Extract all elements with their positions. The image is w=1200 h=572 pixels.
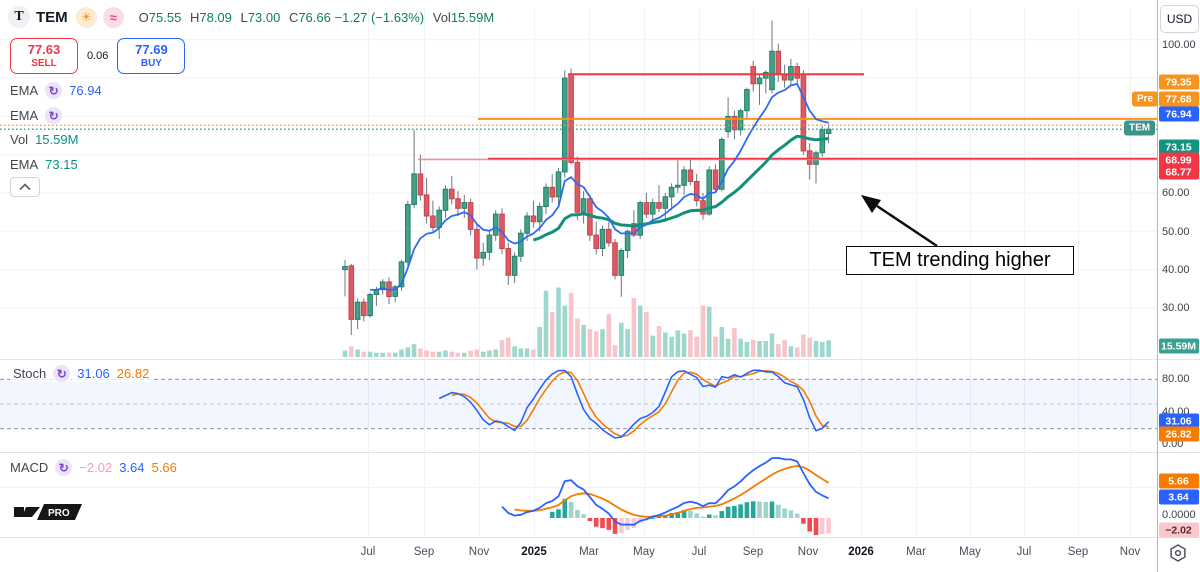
low-label: L (240, 9, 248, 25)
time-axis-label: Mar (906, 546, 926, 558)
price-badge: 79.35 (1158, 74, 1199, 90)
annotation-text-box[interactable]: TEM trending higher (846, 246, 1074, 275)
time-axis-label: Nov (1119, 546, 1141, 558)
buy-label: BUY (140, 57, 162, 69)
macd-signal-value: 5.66 (151, 460, 177, 475)
time-axis-label: Sep (742, 546, 764, 558)
time-axis-label: 2025 (521, 546, 547, 558)
price-badge: 68.77 (1158, 164, 1199, 180)
legend-macd[interactable]: MACD ↻ −2.02 3.64 5.66 (10, 459, 177, 476)
price-badge: 26.82 (1158, 426, 1199, 442)
time-axis-label: Mar (579, 546, 599, 558)
ema2-label: EMA (10, 108, 39, 123)
symbol-logo[interactable]: T (8, 6, 30, 28)
price-badge: 77.68 (1158, 91, 1199, 107)
sell-price: 77.63 (27, 42, 61, 58)
loading-refresh-icon: ↻ (45, 82, 63, 99)
price-badge: 3.64 (1158, 489, 1199, 505)
price-badge: 73.15 (1158, 139, 1199, 155)
price-axis-label: 80.00 (1162, 373, 1190, 385)
price-badge: 15.59M (1158, 338, 1199, 354)
macd-hist-value: −2.02 (79, 460, 113, 475)
loading-refresh-icon: ↻ (55, 459, 73, 476)
chevron-up-icon (19, 183, 31, 191)
legend-ema-2[interactable]: EMA ↻ (10, 107, 63, 124)
price-axis-label: 0.0000 (1162, 509, 1196, 521)
change-value: −1.27 (−1.63%) (334, 9, 425, 25)
legend-volume[interactable]: Vol 15.59M (10, 132, 78, 147)
buy-button[interactable]: 77.69 BUY (117, 38, 186, 74)
pro-badge: PRO (48, 508, 70, 519)
price-axis-label: 30.00 (1162, 302, 1190, 314)
time-axis-label: May (959, 546, 981, 558)
ema-fast-value: 76.94 (69, 83, 102, 98)
loading-refresh-icon: ↻ (45, 107, 63, 124)
stoch-d-value: 26.82 (116, 366, 150, 381)
open-label: O (138, 9, 149, 25)
time-axis-label: Jul (360, 546, 376, 558)
legend-ema-fast[interactable]: EMA ↻ 76.94 (10, 82, 102, 99)
premarket-tag: Pre (1132, 91, 1159, 107)
time-axis-label: Sep (413, 546, 435, 558)
time-axis-label: Nov (797, 546, 819, 558)
gear-icon (1170, 544, 1186, 562)
high-label: H (189, 9, 200, 25)
close-label: C (288, 9, 299, 25)
macd-line-value: 3.64 (119, 460, 145, 475)
buy-price: 77.69 (135, 42, 168, 58)
collapse-legend-button[interactable] (10, 177, 40, 197)
volume-label: Vol (432, 9, 451, 25)
price-axis-label: 60.00 (1162, 187, 1190, 199)
open-value: 75.55 (148, 9, 182, 25)
symbol-price-tag: TEM (1124, 120, 1156, 136)
order-panel: 77.63 SELL 0.06 77.69 BUY (10, 38, 186, 74)
ema-fast-label: EMA (10, 83, 39, 98)
stoch-k-value: 31.06 (77, 366, 110, 381)
spread-value: 0.06 (87, 50, 109, 62)
time-axis-label: 2026 (848, 546, 874, 558)
stoch-label: Stoch (13, 366, 47, 381)
price-badge: 5.66 (1158, 473, 1199, 489)
vol-value: 15.59M (35, 132, 79, 147)
high-value: 78.09 (199, 9, 232, 25)
close-value: 76.66 (298, 9, 331, 25)
premarket-sun-icon: ☀ (75, 6, 97, 28)
sell-button[interactable]: 77.63 SELL (10, 38, 78, 74)
symbol-header: T TEM ☀ ≈ O75.55 H78.09 L73.00 C76.66 −1… (8, 6, 494, 28)
time-axis-label: Sep (1067, 546, 1089, 558)
macd-label: MACD (10, 460, 49, 475)
ohlc-readout: O75.55 H78.09 L73.00 C76.66 −1.27 (−1.63… (134, 10, 495, 25)
legend-ema-slow[interactable]: EMA 73.15 (10, 157, 78, 172)
ema-slow-value: 73.15 (45, 157, 78, 172)
volume-value: 15.59M (450, 9, 495, 25)
time-axis-label: May (633, 546, 655, 558)
loading-refresh-icon: ↻ (53, 365, 71, 382)
logo-mark (14, 507, 24, 517)
time-axis-label: Nov (468, 546, 490, 558)
currency-button[interactable]: USD (1160, 5, 1199, 33)
legend-stoch[interactable]: Stoch ↻ 31.06 26.82 (10, 365, 153, 382)
ema-slow-label: EMA (10, 157, 39, 172)
time-axis-label: Jul (1016, 546, 1032, 558)
vol-label: Vol (10, 132, 29, 147)
price-badge: 68.99 (1158, 152, 1199, 168)
time-axis-label: Jul (691, 546, 707, 558)
price-badge: −2.02 (1158, 522, 1199, 538)
low-value: 73.00 (247, 9, 281, 25)
price-axis-label: 40.00 (1162, 264, 1190, 276)
tradingview-logo[interactable]: PRO (14, 502, 110, 529)
price-badge: 76.94 (1158, 106, 1199, 122)
price-axis-label: 100.00 (1162, 39, 1196, 51)
axis-settings-button[interactable] (1167, 544, 1189, 569)
approx-equal-icon: ≈ (102, 6, 124, 28)
symbol-name[interactable]: TEM (36, 8, 68, 26)
price-badge: 31.06 (1158, 413, 1199, 429)
sell-label: SELL (31, 57, 57, 69)
price-axis-label: 50.00 (1162, 226, 1190, 238)
